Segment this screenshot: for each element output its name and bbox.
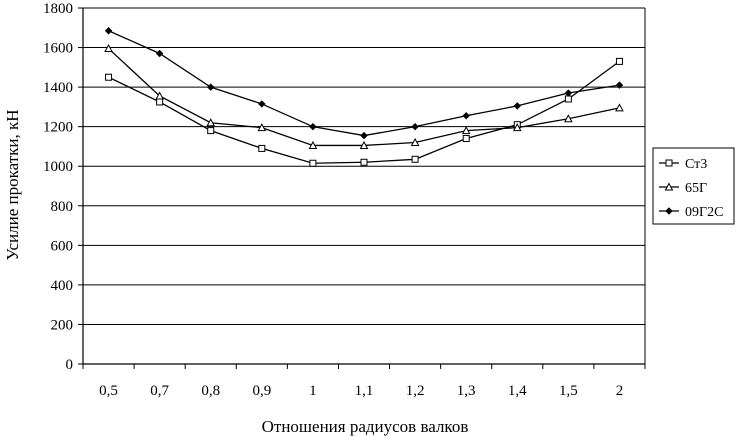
y-tick-label: 1600 [43, 41, 73, 57]
data-point [564, 89, 573, 97]
data-point [512, 123, 522, 132]
y-tick-label: 800 [51, 199, 74, 215]
x-tick-label: 0,7 [150, 383, 169, 399]
legend-label: 09Г2С [685, 205, 723, 220]
series-line [108, 48, 620, 147]
y-tick-label: 600 [51, 238, 74, 254]
series-1 [105, 57, 623, 167]
x-tick-label: 1,4 [508, 383, 527, 399]
x-tick-label: 1,2 [406, 383, 425, 399]
data-point [258, 100, 266, 108]
y-tick-label: 1800 [43, 1, 73, 17]
series-line [108, 30, 620, 137]
series-2 [104, 43, 624, 149]
x-tick-labels: 0,5 0,7 0,8 0,9 1 1,1 1,2 1,3 1,4 1,5 2 [99, 383, 623, 399]
y-axis-title: Усилие прокатки, кН [3, 109, 22, 260]
data-point [564, 95, 572, 103]
data-point [206, 118, 216, 127]
data-point [155, 91, 164, 100]
data-point [105, 73, 113, 81]
data-point [513, 102, 521, 110]
y-tick-label: 1400 [43, 80, 73, 96]
data-point [258, 144, 266, 152]
legend: Ст3 65Г 09Г2С [652, 147, 735, 225]
data-point [462, 135, 470, 143]
y-tick-label: 1000 [43, 159, 73, 175]
data-point [410, 137, 420, 146]
data-point [615, 81, 624, 89]
data-point [411, 155, 419, 163]
data-point [309, 122, 317, 131]
x-tick-label: 2 [616, 383, 624, 399]
data-point [564, 114, 573, 123]
axes [78, 7, 646, 369]
data-point [207, 127, 215, 135]
data-point [360, 131, 368, 140]
legend-marker [664, 182, 674, 191]
legend-label: Ст3 [685, 157, 707, 172]
y-tick-label: 400 [51, 278, 74, 294]
y-tick-labels: 0 200 400 600 800 1000 1200 1400 1600 1800 [43, 1, 73, 373]
grid-lines [83, 7, 645, 325]
x-tick-label: 0,9 [252, 383, 271, 399]
legend-label: 65Г [685, 181, 707, 196]
x-tick-label: 0,8 [201, 383, 220, 399]
data-point [615, 57, 623, 65]
data-point [615, 103, 624, 112]
legend-marker [665, 207, 673, 215]
data-point [308, 140, 318, 149]
x-tick-label: 1 [309, 383, 317, 399]
data-point [359, 140, 369, 149]
data-point [155, 49, 164, 58]
legend-marker [665, 159, 673, 167]
x-axis-title: Отношения радиусов валков [262, 417, 469, 436]
x-tick-label: 1,5 [559, 383, 578, 399]
data-point [156, 98, 164, 106]
x-tick-label: 1,1 [355, 383, 374, 399]
data-point [461, 126, 471, 135]
data-point [257, 123, 267, 132]
series-group [104, 27, 624, 167]
data-point [104, 43, 113, 53]
series-3 [104, 27, 624, 140]
y-tick-label: 1200 [43, 120, 73, 136]
x-tick-label: 1,3 [457, 383, 476, 399]
y-tick-label: 0 [66, 357, 74, 373]
x-tick-label: 0,5 [99, 383, 118, 399]
data-point [462, 112, 470, 120]
y-tick-label: 200 [51, 317, 74, 333]
data-point [309, 159, 317, 167]
data-point [360, 158, 368, 166]
data-point [104, 27, 113, 35]
data-point [411, 122, 419, 131]
data-point [207, 83, 215, 91]
